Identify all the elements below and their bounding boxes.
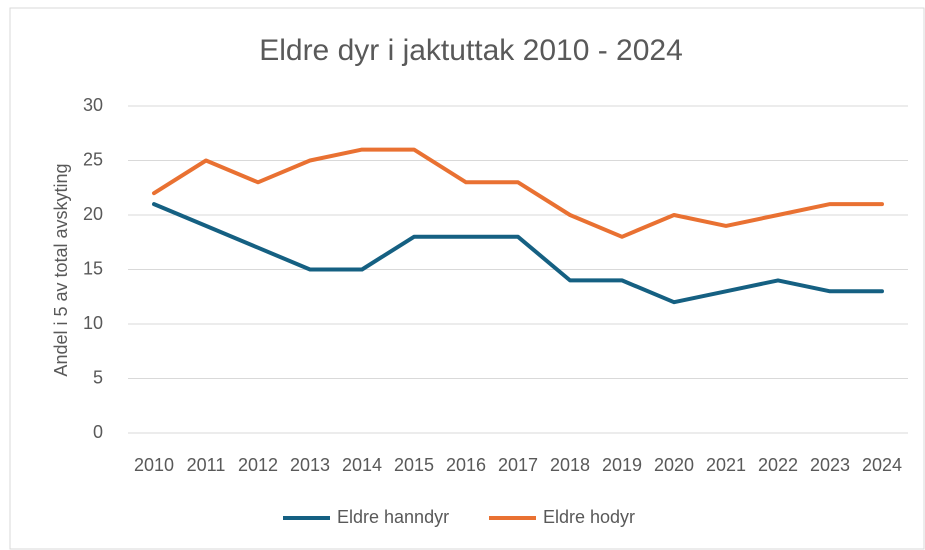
x-tick-label: 2015 — [394, 455, 434, 475]
x-tick-label: 2013 — [290, 455, 330, 475]
x-tick-label: 2019 — [602, 455, 642, 475]
x-tick-label: 2011 — [187, 455, 226, 475]
x-tick-label: 2020 — [654, 455, 694, 475]
chart-frame — [9, 7, 925, 550]
y-tick-label: 5 — [93, 367, 103, 387]
y-tick-label: 10 — [83, 313, 103, 333]
x-tick-label: 2016 — [446, 455, 486, 475]
y-tick-label: 30 — [83, 95, 103, 115]
x-tick-label: 2014 — [342, 455, 382, 475]
legend-label: Eldre hanndyr — [337, 507, 449, 527]
x-tick-label: 2021 — [706, 455, 746, 475]
series-line — [152, 147, 884, 239]
y-tick-label: 15 — [83, 258, 103, 278]
x-tick-label: 2024 — [862, 455, 902, 475]
x-tick-label: 2010 — [134, 455, 174, 475]
series-line — [152, 202, 884, 305]
x-tick-label: 2017 — [498, 455, 538, 475]
x-tick-label: 2018 — [550, 455, 590, 475]
x-tick-label: 2012 — [238, 455, 278, 475]
y-tick-label: 20 — [83, 204, 103, 224]
y-tick-label: 25 — [83, 149, 103, 169]
legend-label: Eldre hodyr — [543, 507, 635, 527]
x-tick-label: 2022 — [758, 455, 798, 475]
chart-title: Eldre dyr i jaktuttak 2010 - 2024 — [259, 34, 683, 67]
y-tick-label: 0 — [93, 422, 103, 442]
x-tick-label: 2023 — [810, 455, 850, 475]
y-axis-label: Andel i 5 av total avskyting — [51, 163, 71, 376]
